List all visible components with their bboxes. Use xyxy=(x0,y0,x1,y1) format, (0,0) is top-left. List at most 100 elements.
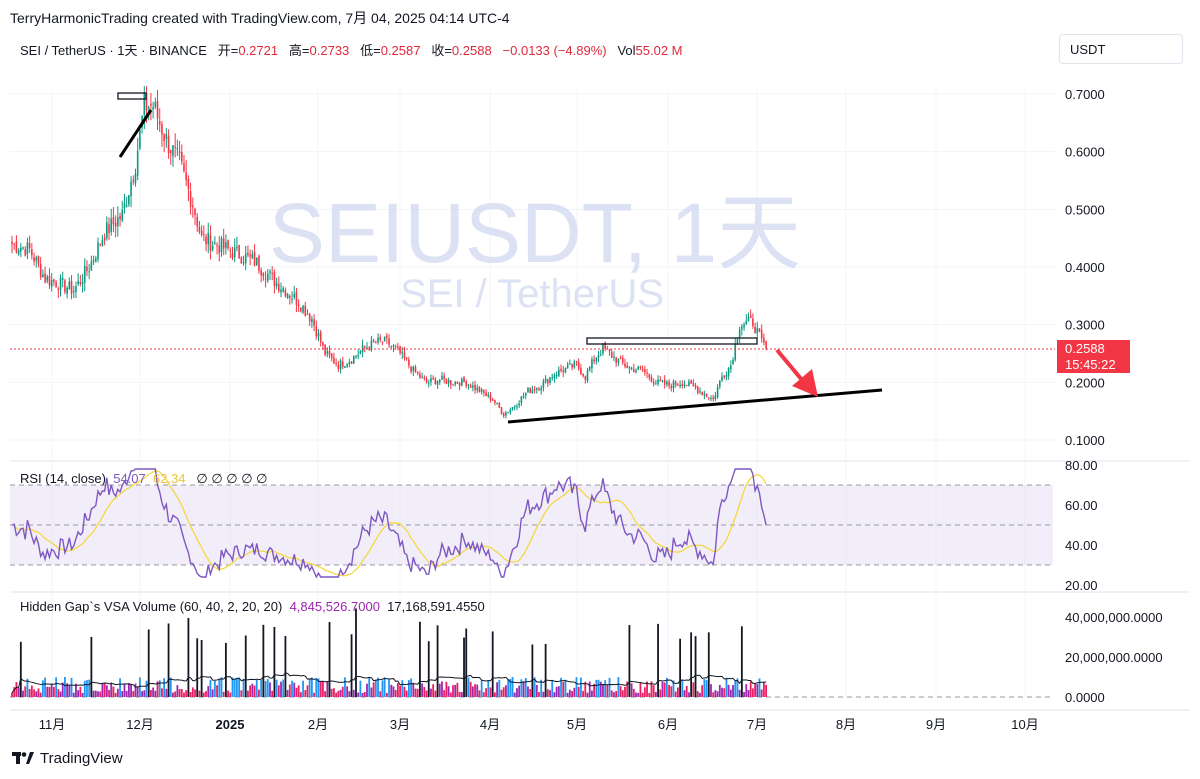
candle xyxy=(315,320,318,340)
candle xyxy=(449,380,452,390)
volume-bar xyxy=(291,680,293,697)
volume-bar xyxy=(557,686,560,697)
candle-body xyxy=(253,252,256,266)
volume-bar xyxy=(72,692,75,697)
volume-bar xyxy=(110,682,113,697)
candle-body xyxy=(79,281,82,284)
candle-body xyxy=(31,249,33,256)
ohlc-legend: SEI / TetherUS · 1天 · BINANCE 开=0.2721 高… xyxy=(20,40,683,59)
candle xyxy=(284,287,287,298)
candle-body xyxy=(454,382,457,385)
candle xyxy=(478,386,481,393)
candle xyxy=(176,139,179,157)
volume-bar xyxy=(169,677,172,697)
candle xyxy=(132,175,135,185)
candle-body xyxy=(425,378,428,383)
candle-body xyxy=(172,145,174,157)
candle xyxy=(359,350,362,355)
candle-body xyxy=(679,384,681,387)
candle-body xyxy=(738,329,741,338)
candle xyxy=(218,236,221,262)
volume-bar xyxy=(401,680,404,697)
candle-body xyxy=(637,366,640,370)
candle xyxy=(386,333,388,344)
candle xyxy=(156,89,159,131)
candle xyxy=(185,160,187,186)
volume-bar xyxy=(553,692,556,697)
volume-bar xyxy=(231,677,234,697)
volume-bar xyxy=(617,677,620,697)
volume-bar xyxy=(474,684,476,697)
candle xyxy=(599,349,602,357)
candle-body xyxy=(335,363,337,365)
volume-bar xyxy=(412,682,415,697)
candle-body xyxy=(66,288,68,294)
currency-selector[interactable]: USDT xyxy=(1059,34,1183,64)
candle-body xyxy=(308,314,311,321)
volume-bar xyxy=(284,636,287,697)
candle xyxy=(227,239,229,251)
chart-attribution: TerryHarmonicTrading created with Tradin… xyxy=(10,10,510,26)
candle xyxy=(659,375,662,382)
candle-body xyxy=(657,379,659,384)
candle-body xyxy=(132,179,135,182)
rsi-ma-value: 62.34 xyxy=(153,471,186,486)
candle-body xyxy=(289,295,291,298)
candle xyxy=(738,326,741,343)
volume-bar xyxy=(83,680,86,697)
candle-body xyxy=(410,366,412,372)
volume-bar xyxy=(535,684,538,697)
candle xyxy=(222,228,225,256)
candle xyxy=(304,301,307,317)
candle xyxy=(139,126,141,151)
candle xyxy=(716,384,719,399)
candle-body xyxy=(273,271,276,286)
symbol-label[interactable]: SEI / TetherUS · 1天 · BINANCE xyxy=(20,43,207,58)
candle-body xyxy=(150,103,152,106)
volume-bar xyxy=(524,677,527,697)
candle-body xyxy=(558,369,560,376)
volume-bar xyxy=(489,687,492,697)
candle xyxy=(196,213,199,232)
candle-body xyxy=(597,355,600,358)
candle-body xyxy=(496,402,498,404)
candle xyxy=(496,402,498,405)
candle xyxy=(368,345,371,351)
candle-body xyxy=(752,318,754,326)
candle-body xyxy=(619,357,622,359)
volume-bar xyxy=(716,691,719,697)
candle xyxy=(593,355,595,365)
volume-bar xyxy=(701,685,704,697)
volume-legend[interactable]: Hidden Gap`s VSA Volume (60, 40, 2, 20, … xyxy=(20,599,485,614)
candle-body xyxy=(207,232,210,245)
volume-bar xyxy=(185,690,188,697)
volume-bar xyxy=(68,685,71,697)
volume-bar xyxy=(542,691,545,697)
candle xyxy=(231,246,234,261)
candle-body xyxy=(11,241,13,245)
candle xyxy=(273,269,276,294)
candle-body xyxy=(760,330,763,339)
candle-body xyxy=(553,375,556,379)
high-value: 0.2733 xyxy=(309,43,350,58)
candle xyxy=(549,376,551,386)
candle-body xyxy=(449,380,452,385)
volume-bar xyxy=(681,679,684,697)
candle-body xyxy=(399,346,401,354)
candle xyxy=(710,395,712,402)
volume-bar xyxy=(533,677,536,697)
rsi-legend[interactable]: RSI (14, close) 54.07 62.34 ∅ ∅ ∅ ∅ ∅ xyxy=(20,471,267,487)
volume-bar xyxy=(729,689,732,697)
candle-body xyxy=(196,216,199,227)
candle-body xyxy=(70,281,73,294)
candle-body xyxy=(547,379,549,384)
tradingview-logo[interactable]: TradingView xyxy=(12,750,123,767)
candle-body xyxy=(458,383,461,387)
volume-bar xyxy=(487,680,490,697)
volume-bar xyxy=(119,678,121,697)
volume-bar xyxy=(703,679,706,697)
candle-body xyxy=(22,247,24,249)
volume-bar xyxy=(222,691,225,697)
candle xyxy=(507,411,509,414)
